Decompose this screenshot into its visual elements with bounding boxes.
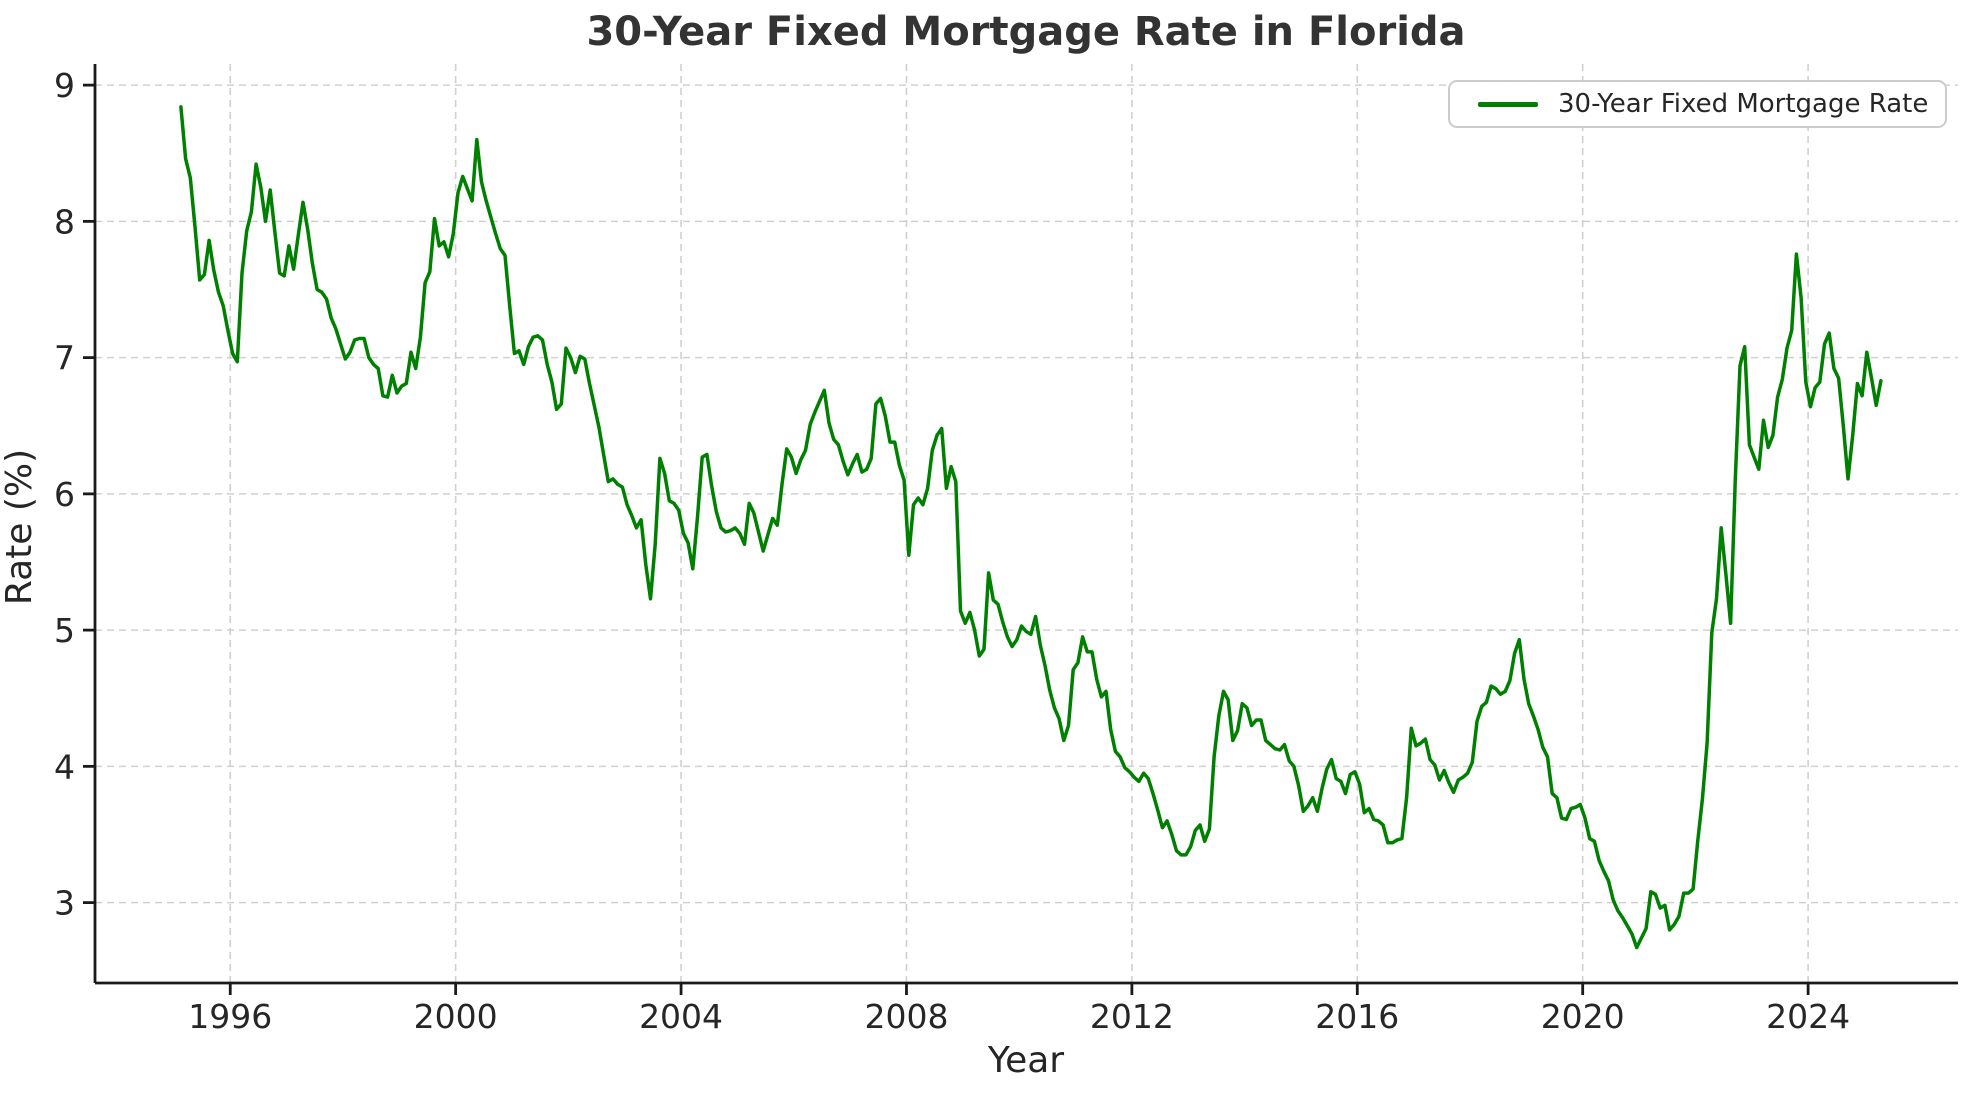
y-tick-label: 7 xyxy=(54,339,75,378)
x-tick-label: 2008 xyxy=(864,997,948,1036)
y-tick-label: 6 xyxy=(54,475,75,514)
legend-line-sample-icon xyxy=(1478,101,1538,107)
y-tick-label: 4 xyxy=(54,747,75,786)
y-tick-label: 3 xyxy=(54,884,75,923)
mortgage-rate-line-series xyxy=(179,105,1883,950)
series-layer xyxy=(179,105,1883,950)
x-tick-label: 2000 xyxy=(414,997,498,1036)
x-axis-label: Year xyxy=(987,1040,1064,1081)
x-tick-label: 2004 xyxy=(639,997,723,1036)
x-tick-label: 2020 xyxy=(1541,997,1625,1036)
y-tick-label: 8 xyxy=(54,202,75,241)
tick-layer: 1996 2000 2004 2008 2012 2016 2020 2024 3 4 5 6 7 8 9 xyxy=(54,66,1850,1036)
legend: 30-Year Fixed Mortgage Rate xyxy=(1448,80,1947,128)
y-tick-label: 9 xyxy=(54,66,75,105)
chart-title: 30-Year Fixed Mortgage Rate in Florida xyxy=(586,9,1465,55)
x-tick-label: 2024 xyxy=(1766,997,1850,1036)
y-tick-label: 5 xyxy=(54,611,75,650)
grid-layer xyxy=(95,64,1958,983)
x-tick-label: 2016 xyxy=(1315,997,1399,1036)
y-axis-label: Rate (%) xyxy=(0,449,40,605)
x-tick-label: 1996 xyxy=(188,997,272,1036)
legend-label: 30-Year Fixed Mortgage Rate xyxy=(1558,89,1929,119)
x-tick-label: 2012 xyxy=(1090,997,1174,1036)
